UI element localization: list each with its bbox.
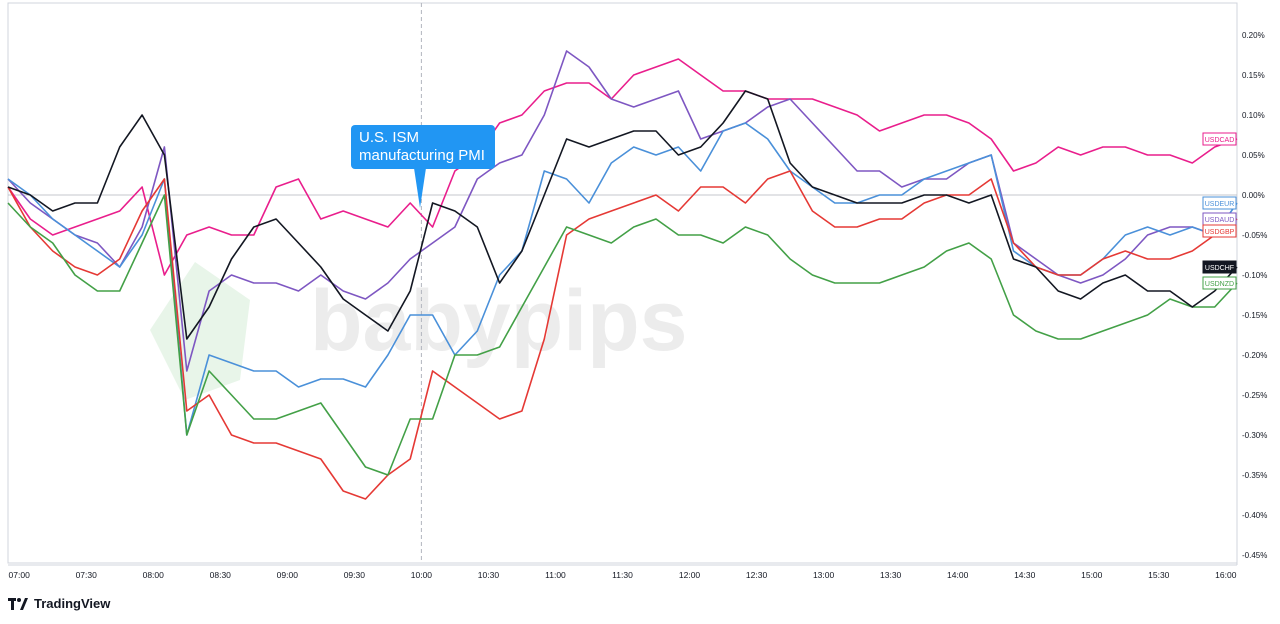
- series-line-usdeur[interactable]: [7, 122, 1238, 436]
- end-label-box-usdnzd: [1202, 276, 1237, 290]
- end-label-box-usdcad: [1202, 132, 1237, 146]
- y-tick-label: 0.00%: [1242, 191, 1265, 200]
- end-label-usdeur: USDEUR: [1205, 201, 1235, 208]
- x-tick-label: 15:30: [1148, 570, 1170, 580]
- x-tick-label: 09:30: [344, 570, 366, 580]
- y-axis-ticks: 0.20% 0.15% 0.10% 0.05% 0.00% -0.05% -0.10% -0.…: [1242, 31, 1267, 560]
- callout-pointer: [414, 168, 426, 208]
- x-tick-label: 07:00: [9, 570, 31, 580]
- x-tick-label: 11:30: [612, 570, 633, 580]
- tradingview-logo[interactable]: TradingView: [8, 596, 110, 611]
- x-tick-label: 12:00: [679, 570, 701, 580]
- x-tick-label: 10:00: [411, 570, 433, 580]
- end-label-usdaud: USDAUD: [1205, 217, 1235, 224]
- series-line-usdgbp[interactable]: [7, 170, 1238, 500]
- annotation-line-1: U.S. ISM: [359, 129, 420, 146]
- series-line-usdchf[interactable]: [7, 90, 1238, 340]
- x-axis-ticks: 07:00 07:30 08:00 08:30 09:00 09:30 10:00 10:30…: [9, 570, 1237, 580]
- event-annotation-callout: U.S. ISM manufacturing PMI: [351, 125, 495, 169]
- annotation-line-2: manufacturing PMI: [359, 147, 485, 164]
- x-tick-label: 16:00: [1215, 570, 1237, 580]
- end-label-usdchf: USDCHF: [1205, 265, 1234, 272]
- y-tick-label: -0.30%: [1242, 431, 1267, 440]
- y-tick-label: -0.45%: [1242, 551, 1267, 560]
- series-lines: [7, 50, 1238, 500]
- end-label-usdnzd: USDNZD: [1205, 281, 1234, 288]
- x-tick-label: 12:30: [746, 570, 768, 580]
- y-tick-label: 0.15%: [1242, 71, 1265, 80]
- end-label-usdgbp: USDGBP: [1205, 229, 1235, 236]
- x-tick-label: 08:30: [210, 570, 232, 580]
- x-tick-label: 15:00: [1081, 570, 1103, 580]
- end-label-box-usdchf: [1202, 260, 1237, 274]
- tradingview-logo-icon: [8, 597, 28, 610]
- y-tick-label: -0.35%: [1242, 471, 1267, 480]
- x-tick-label: 13:00: [813, 570, 835, 580]
- end-label-box-usdeur: [1202, 196, 1237, 210]
- x-tick-label: 10:30: [478, 570, 500, 580]
- tradingview-logo-text: TradingView: [34, 596, 111, 611]
- x-tick-label: 08:00: [143, 570, 165, 580]
- series-end-labels: USDCAD USDEUR USDAUD USDGBP USDCHF USDNZD: [1202, 132, 1237, 290]
- series-line-usdcad[interactable]: [7, 58, 1238, 276]
- y-tick-label: -0.15%: [1242, 311, 1267, 320]
- end-label-usdcad: USDCAD: [1205, 137, 1235, 144]
- watermark-text: babypips: [310, 273, 688, 369]
- x-tick-label: 14:00: [947, 570, 969, 580]
- y-tick-label: 0.20%: [1242, 31, 1265, 40]
- series-line-usdaud[interactable]: [7, 50, 1238, 372]
- y-tick-label: 0.10%: [1242, 111, 1265, 120]
- y-tick-label: 0.05%: [1242, 151, 1265, 160]
- x-tick-label: 07:30: [76, 570, 98, 580]
- x-tick-label: 14:30: [1014, 570, 1036, 580]
- series-line-usdnzd[interactable]: [7, 194, 1238, 476]
- end-label-box-usdgbp: [1202, 224, 1237, 238]
- watermark-hex-icon: [150, 262, 250, 400]
- babypips-watermark: babypips: [150, 262, 688, 400]
- y-tick-label: -0.25%: [1242, 391, 1267, 400]
- x-tick-label: 09:00: [277, 570, 299, 580]
- y-tick-label: -0.05%: [1242, 231, 1267, 240]
- x-tick-label: 11:00: [545, 570, 566, 580]
- x-tick-label: 13:30: [880, 570, 902, 580]
- y-tick-label: -0.20%: [1242, 351, 1267, 360]
- y-tick-label: -0.40%: [1242, 511, 1267, 520]
- y-tick-label: -0.10%: [1242, 271, 1267, 280]
